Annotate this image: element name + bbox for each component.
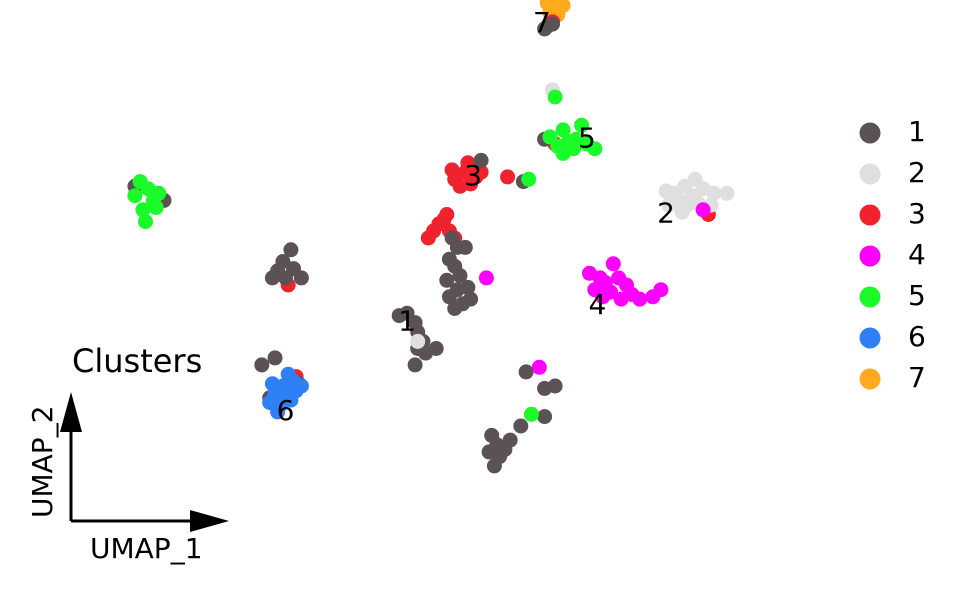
point-cluster-7 (539, 0, 555, 11)
point-cluster-1 (264, 270, 280, 286)
point-cluster-5 (148, 199, 164, 215)
point-cluster-1 (267, 350, 283, 366)
chart-title: Clusters (72, 342, 202, 380)
point-cluster-5 (547, 89, 563, 105)
point-cluster-3 (436, 211, 452, 227)
point-cluster-1 (486, 458, 502, 474)
point-cluster-4 (695, 202, 711, 218)
legend-label-4: 4 (908, 238, 926, 271)
point-cluster-1 (537, 380, 553, 396)
legend-key-1 (859, 122, 881, 144)
legend-key-2 (859, 163, 881, 185)
legend-key-6 (859, 327, 881, 349)
points-layer (127, 0, 735, 474)
point-cluster-4 (632, 291, 648, 307)
point-cluster-6 (283, 392, 299, 408)
point-cluster-1 (457, 239, 473, 255)
point-cluster-5 (523, 406, 539, 422)
point-cluster-4 (653, 282, 669, 298)
point-cluster-1 (278, 270, 294, 286)
cluster-label-5: 5 (578, 121, 596, 154)
axis-indicator: UMAP_1 UMAP_2 (26, 392, 229, 565)
point-cluster-3 (500, 169, 516, 185)
legend-label-2: 2 (908, 156, 926, 189)
cluster-labels-layer: 1 2 3 4 5 6 7 (277, 6, 675, 427)
point-cluster-5 (127, 188, 143, 204)
point-cluster-1 (391, 308, 407, 324)
point-cluster-6 (270, 404, 286, 420)
cluster-label-3: 3 (464, 159, 482, 192)
point-cluster-1 (463, 291, 479, 307)
point-cluster-2 (410, 333, 426, 349)
point-cluster-5 (587, 141, 603, 157)
point-cluster-1 (537, 409, 553, 425)
point-cluster-2 (706, 185, 722, 201)
point-cluster-1 (441, 289, 457, 305)
point-cluster-2 (719, 185, 735, 201)
point-cluster-4 (613, 291, 629, 307)
legend-label-3: 3 (908, 197, 926, 230)
point-cluster-1 (428, 341, 444, 356)
point-cluster-3 (468, 169, 484, 185)
point-cluster-5 (555, 122, 571, 138)
point-cluster-1 (407, 357, 423, 373)
point-cluster-6 (280, 366, 296, 382)
y-axis-label: UMAP_2 (26, 405, 59, 518)
point-cluster-3 (420, 230, 436, 246)
point-cluster-4 (605, 256, 621, 272)
point-cluster-5 (574, 117, 590, 133)
point-cluster-1 (283, 242, 299, 258)
point-cluster-1 (452, 268, 468, 284)
legend-label-7: 7 (908, 361, 926, 394)
point-cluster-1 (293, 270, 309, 286)
point-cluster-3 (444, 162, 460, 178)
point-cluster-5 (555, 145, 571, 161)
legend: 1 2 3 4 5 6 7 (859, 115, 926, 394)
cluster-label-7: 7 (533, 6, 551, 39)
x-axis-label: UMAP_1 (90, 532, 203, 565)
point-cluster-4 (531, 359, 547, 375)
point-cluster-1 (460, 279, 476, 295)
point-cluster-1 (473, 152, 489, 168)
y-arrow-head-icon (60, 392, 82, 432)
point-cluster-3 (460, 155, 476, 171)
cluster-label-6: 6 (277, 394, 295, 427)
point-cluster-1 (502, 432, 518, 448)
point-cluster-1 (513, 418, 529, 434)
point-cluster-2 (658, 183, 674, 199)
cluster-label-2: 2 (657, 197, 675, 230)
point-cluster-2 (661, 197, 677, 213)
point-cluster-4 (478, 270, 494, 286)
legend-key-4 (859, 245, 881, 267)
legend-label-5: 5 (908, 279, 926, 312)
point-cluster-1 (545, 16, 560, 32)
point-cluster-1 (254, 357, 270, 373)
x-arrow-head-icon (190, 510, 229, 532)
legend-key-5 (859, 286, 881, 308)
point-cluster-5 (521, 171, 537, 187)
point-cluster-5 (135, 202, 151, 218)
point-cluster-4 (595, 289, 611, 305)
legend-key-7 (859, 368, 881, 390)
cluster-label-4: 4 (588, 288, 606, 321)
cluster-label-1: 1 (398, 305, 416, 338)
point-cluster-5 (138, 214, 153, 230)
legend-key-3 (859, 204, 881, 226)
legend-label-1: 1 (908, 115, 926, 148)
point-cluster-1 (447, 301, 463, 316)
point-cluster-5 (151, 185, 167, 201)
point-cluster-6 (293, 378, 309, 394)
point-cluster-1 (439, 272, 455, 288)
legend-label-6: 6 (908, 320, 926, 353)
point-cluster-2 (674, 204, 690, 220)
point-cluster-1 (518, 364, 534, 380)
